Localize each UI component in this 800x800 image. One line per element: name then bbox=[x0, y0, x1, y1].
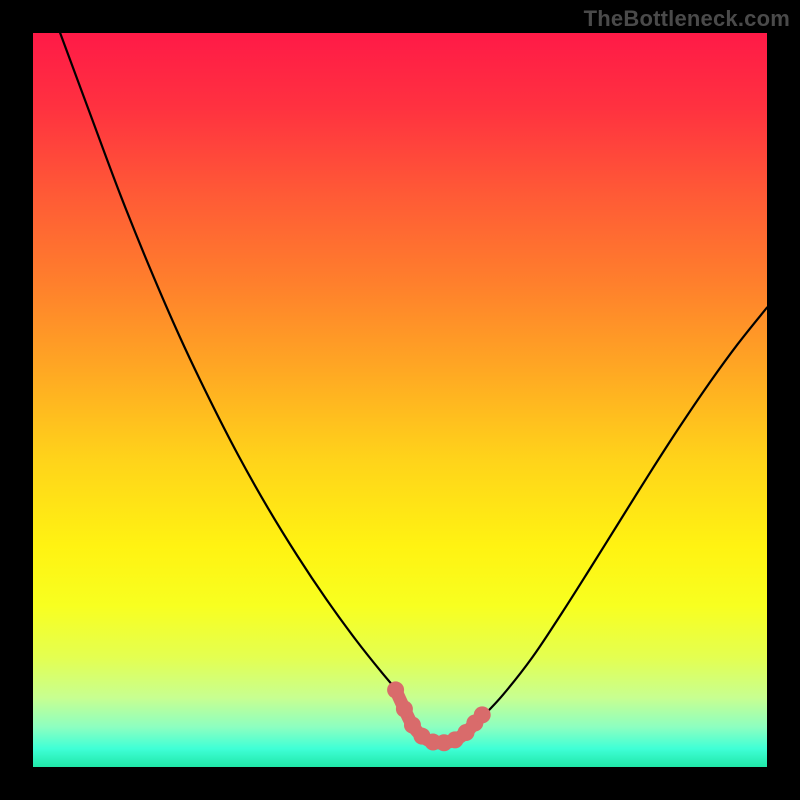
chart-background-gradient bbox=[33, 33, 767, 767]
chart-plot-area bbox=[33, 33, 767, 767]
chart-svg bbox=[33, 33, 767, 767]
watermark-text: TheBottleneck.com bbox=[584, 6, 790, 32]
overlay-marker bbox=[396, 701, 413, 718]
overlay-marker bbox=[387, 681, 404, 698]
overlay-marker bbox=[474, 706, 491, 723]
